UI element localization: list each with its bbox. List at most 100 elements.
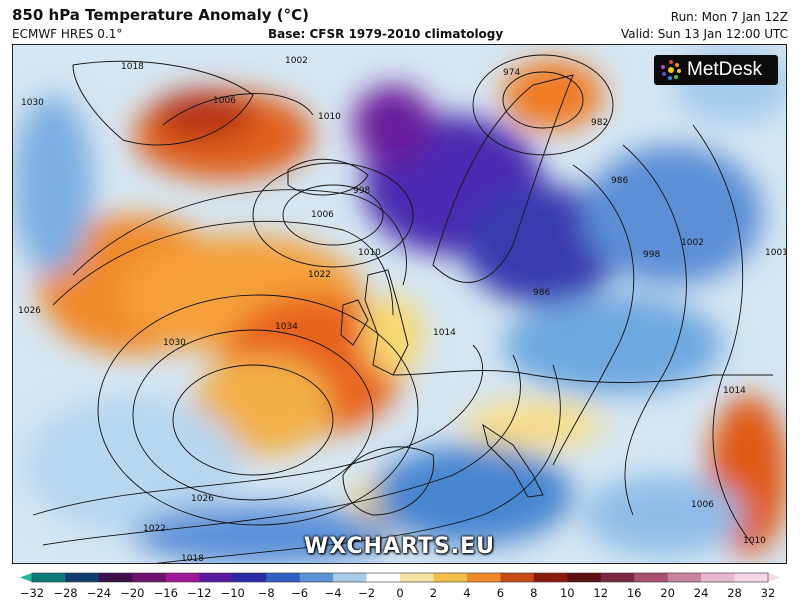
isobar-label: 1022 xyxy=(308,270,331,280)
colorbar-segment xyxy=(299,573,334,582)
run-time-label: Run: Mon 7 Jan 12Z xyxy=(670,10,788,24)
climatology-base-label: Base: CFSR 1979-2010 climatology xyxy=(268,27,504,41)
isobar-label: 1006 xyxy=(311,210,334,220)
colorbar-segment xyxy=(132,573,167,582)
colorbar-bar xyxy=(20,572,780,583)
isobar xyxy=(252,162,414,268)
coastlines xyxy=(72,60,773,516)
colorbar: −32 −28 −24 −20 −16 −12 −10 −8 −6 −4 −2 0 2 4 6 8 10 12 16… xyxy=(20,570,780,610)
isobar-label: 1018 xyxy=(121,62,144,72)
colorbar-segment xyxy=(366,573,401,582)
colorbar-tick-label: −2 xyxy=(358,586,376,600)
isobar xyxy=(552,164,635,466)
colorbar-tick-label: −16 xyxy=(153,586,178,600)
isobar-label: 1026 xyxy=(191,494,214,504)
isobar xyxy=(692,124,754,546)
map-canvas: 1018 1002 1006 1010 998 1006 1010 1022 1… xyxy=(13,45,787,564)
isobar-label: 998 xyxy=(353,186,370,196)
chart-title: 850 hPa Temperature Anomaly (°C) xyxy=(12,6,309,24)
colorbar-segment xyxy=(701,573,736,582)
colorbar-segment xyxy=(232,573,267,582)
isobar xyxy=(162,93,314,126)
colorbar-segment xyxy=(333,573,368,582)
colorbar-segment xyxy=(266,573,301,582)
colorbar-tick-label: −20 xyxy=(120,586,145,600)
colorbar-tick-label: 20 xyxy=(660,586,675,600)
isobar xyxy=(52,220,394,316)
isobar xyxy=(97,294,419,526)
metdesk-logo: MetDesk xyxy=(654,55,778,85)
colorbar-segment xyxy=(567,573,602,582)
isobar-labels: 1018 1002 1006 1010 998 1006 1010 1022 1… xyxy=(18,56,787,564)
colorbar-tick-label: 24 xyxy=(693,586,709,600)
isobar xyxy=(282,184,384,246)
colorbar-tick-label: −8 xyxy=(257,586,275,600)
colorbar-segment xyxy=(65,573,100,582)
isobar-label: 1010 xyxy=(743,536,766,546)
isobar-label: 1026 xyxy=(18,306,41,316)
colorbar-tick-label: 0 xyxy=(396,586,404,600)
isobar xyxy=(622,144,687,516)
isobar xyxy=(155,364,561,563)
colorbar-segment xyxy=(533,573,568,582)
colorbar-segment xyxy=(600,573,635,582)
colorbar-tick-label: 6 xyxy=(496,586,505,600)
colorbar-segment xyxy=(734,573,769,582)
colorbar-segment xyxy=(165,573,200,582)
colorbar-tick-label: −28 xyxy=(53,586,78,600)
isobar xyxy=(172,364,334,476)
isobar-label: 1002 xyxy=(681,238,704,248)
model-label: ECMWF HRES 0.1° xyxy=(12,27,123,41)
isobar-label: 1006 xyxy=(691,500,714,510)
isobar xyxy=(472,54,614,156)
isobar xyxy=(32,344,484,516)
isobar xyxy=(132,329,374,501)
colorbar-tick-label: −12 xyxy=(187,586,212,600)
colorbar-tick-label: 8 xyxy=(530,586,538,600)
iceland-outline xyxy=(287,158,369,196)
isobar-label: 1010 xyxy=(318,112,341,122)
colorbar-segment xyxy=(667,573,702,582)
valid-time-label: Valid: Sun 13 Jan 12:00 UTC xyxy=(621,27,788,41)
colorbar-max-arrow xyxy=(768,573,780,582)
greenland-outline xyxy=(72,60,254,146)
isobar-label: 1018 xyxy=(181,554,204,564)
isobar-label: 1030 xyxy=(163,338,186,348)
isobar-label: 1001 xyxy=(765,248,787,258)
isobar xyxy=(502,71,584,129)
isobar-label: 1010 xyxy=(358,248,381,258)
colorbar-segment xyxy=(500,573,535,582)
colorbar-segment xyxy=(466,573,501,582)
colorbar-segment xyxy=(433,573,468,582)
isobar-label: 1014 xyxy=(433,328,456,338)
isobar-label: 982 xyxy=(591,118,608,128)
colorbar-tick-label: −32 xyxy=(19,586,45,600)
colorbar-segment xyxy=(634,573,669,582)
isobar-label: 1030 xyxy=(21,98,44,108)
colorbar-tick-label: 28 xyxy=(727,586,742,600)
colorbar-segment xyxy=(400,573,434,582)
colorbar-tick-label: 32 xyxy=(760,586,776,600)
colorbar-tick-label: −24 xyxy=(86,586,112,600)
anomaly-map: 1018 1002 1006 1010 998 1006 1010 1022 1… xyxy=(12,44,787,564)
isobar-label: 998 xyxy=(643,250,660,260)
isobar-label: 1022 xyxy=(143,524,166,534)
colorbar-tick-label: 16 xyxy=(626,586,642,600)
colorbar-tick-label: −4 xyxy=(324,586,342,600)
colorbar-min-arrow xyxy=(20,573,32,582)
colorbar-tick-label: 12 xyxy=(593,586,609,600)
colorbar-segment xyxy=(98,573,133,582)
isobar-label: 1014 xyxy=(723,386,746,396)
wxcharts-watermark: WXCHARTS.EU xyxy=(303,534,496,559)
colorbar-tick-label: −10 xyxy=(220,586,245,600)
isobar xyxy=(42,354,521,546)
isobar-label: 986 xyxy=(533,288,550,298)
colorbar-segment xyxy=(32,573,66,582)
colorbar-segment xyxy=(199,573,234,582)
ireland-outline xyxy=(340,299,369,346)
scandinavia-outline xyxy=(432,74,574,283)
isobar-label: 1034 xyxy=(275,322,298,332)
isobars xyxy=(32,54,754,563)
continental-europe-outline xyxy=(392,370,773,383)
isobar xyxy=(72,189,407,286)
